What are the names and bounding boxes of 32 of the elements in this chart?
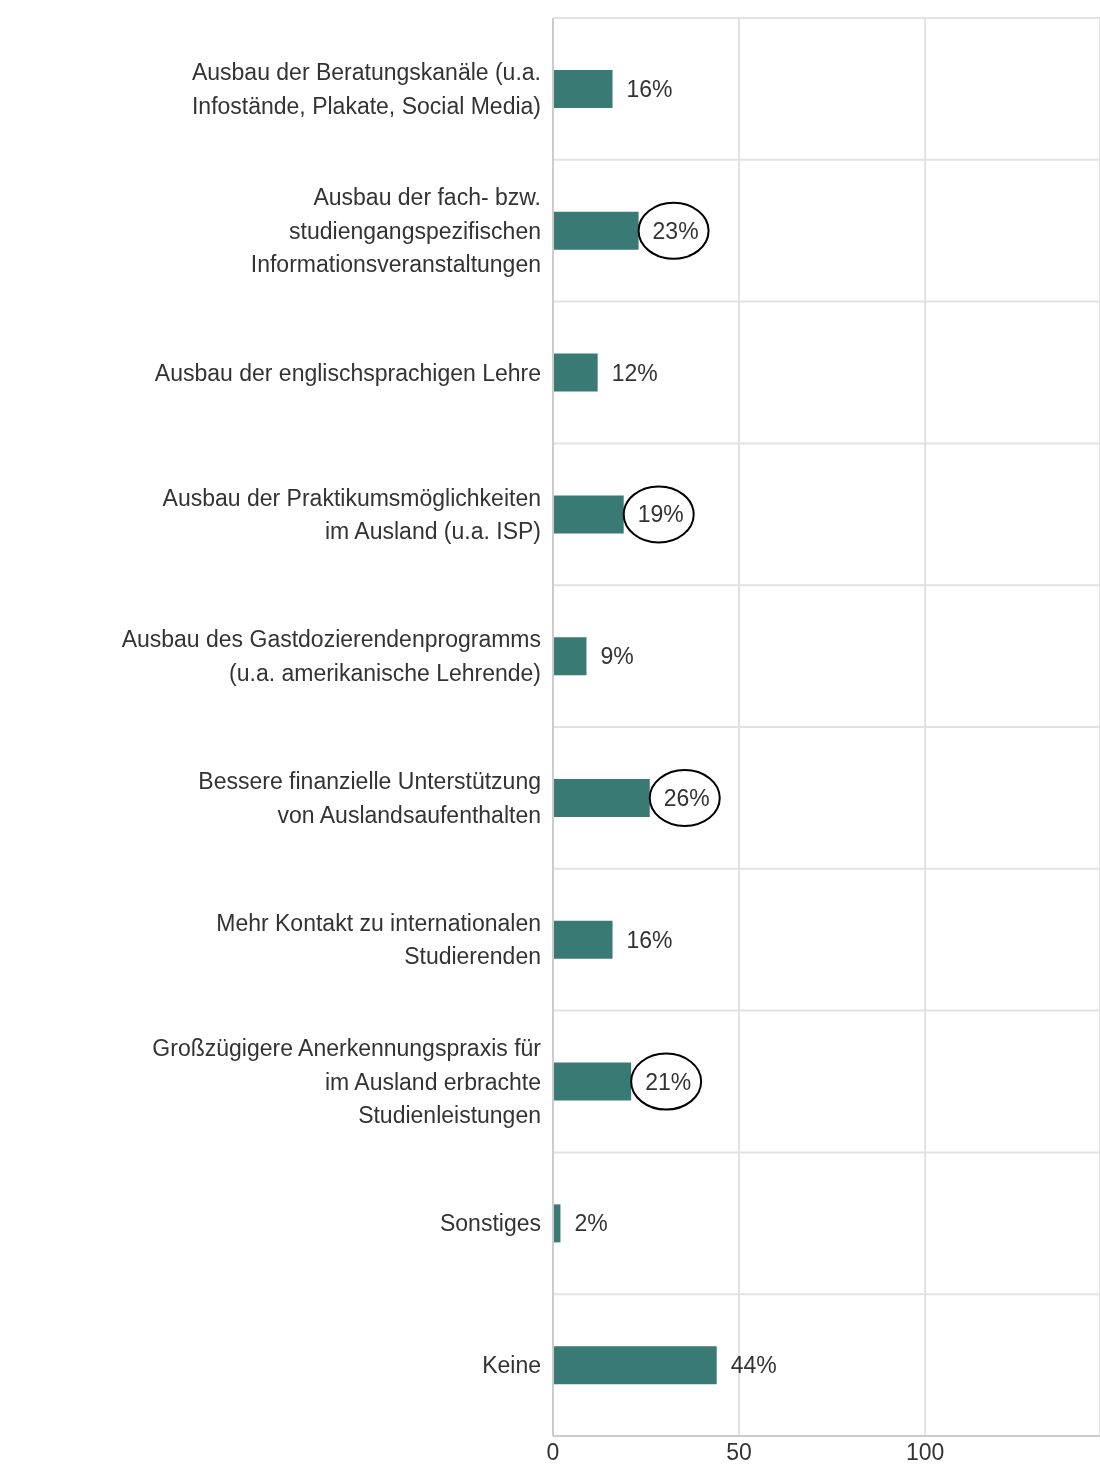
y-tick-label: Ausbau der Praktikumsmöglichkeiten im Ausland (u.a. ISP): [162, 484, 541, 544]
bar: [553, 1346, 717, 1385]
y-tick-label: Mehr Kontakt zu internationalen Studierenden: [216, 910, 541, 970]
y-tick-label: Sonstiges: [439, 1210, 541, 1237]
y-tick-label: Ausbau der Beratungskanäle (u.a. Infostände, Plakate, Social Media): [191, 59, 541, 119]
data-label: 12%: [611, 359, 658, 386]
data-label: 19%: [637, 501, 684, 528]
y-tick-label: Ausbau der englischsprachigen Lehre: [154, 359, 541, 386]
data-label: 16%: [626, 926, 673, 953]
data-label: 9%: [600, 643, 634, 670]
data-label: 2%: [574, 1210, 608, 1237]
bar: [553, 70, 613, 108]
bar: [553, 211, 639, 250]
x-tick-label: 0: [546, 1439, 560, 1466]
bar: [553, 1062, 632, 1101]
data-label: 21%: [645, 1068, 692, 1095]
data-label: 16%: [626, 76, 673, 102]
data-label: 44%: [730, 1352, 777, 1379]
y-tick-label: Ausbau der fach- bzw. studiengangspezifischen Informationsveranstaltungen: [250, 184, 541, 278]
bar: [553, 637, 587, 676]
y-tick-label: Großzügigere Anerkennungspraxis für im Ausland erbrachte Studienleistungen: [152, 1035, 542, 1128]
bar: [553, 920, 613, 959]
y-tick-label: Ausbau des Gastdozierendenprogramms (u.a. amerikanische Lehrende): [121, 626, 541, 686]
bar: [553, 353, 598, 392]
y-tick-label: Bessere finanzielle Unterstützung von Auslandsaufenthalten: [198, 768, 541, 828]
data-label: 23%: [652, 217, 699, 244]
data-label: 26%: [663, 785, 710, 811]
y-tick-label: Keine: [482, 1352, 541, 1379]
bar: [553, 495, 624, 534]
x-tick-label: 50: [726, 1439, 752, 1466]
bar: [553, 779, 650, 817]
x-tick-label: 100: [905, 1439, 945, 1466]
